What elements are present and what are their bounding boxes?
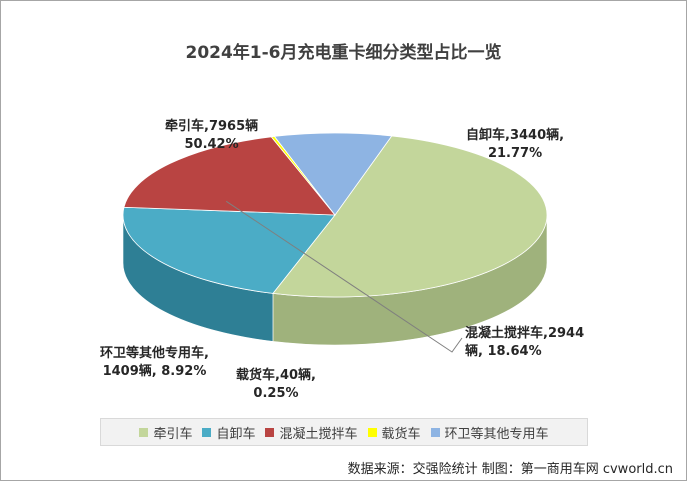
legend-item-tractor: 牵引车 xyxy=(139,423,192,442)
legend-item-cargo-truck: 载货车 xyxy=(367,423,421,442)
pie-slice-mixer-truck xyxy=(123,136,336,216)
legend: 牵引车 自卸车 混凝土搅拌车 载货车 环卫等其他专用车 xyxy=(100,418,588,446)
data-source-note: 数据来源：交强险统计 制图：第一商用车网 cvworld.cn xyxy=(347,462,673,477)
chart-title: 2024年1-6月充电重卡细分类型占比一览 xyxy=(185,43,502,63)
slice-label-dump-truck: 自卸车,3440辆, 21.77% xyxy=(466,128,565,161)
legend-swatch xyxy=(430,427,440,437)
slice-label-cargo-truck: 载货车,40辆, 0.25% xyxy=(236,368,316,401)
legend-label: 环卫等其他专用车 xyxy=(444,426,549,442)
legend-swatch xyxy=(139,427,149,437)
legend-swatch xyxy=(367,427,377,437)
leader-line-mixer-truck xyxy=(225,200,463,353)
legend-item-dump-truck: 自卸车 xyxy=(202,423,255,442)
legend-swatch xyxy=(265,427,275,437)
slice-label-tractor: 牵引车,7965辆 50.42% xyxy=(165,119,259,152)
legend-item-mixer-truck: 混凝土搅拌车 xyxy=(265,423,358,442)
legend-label: 自卸车 xyxy=(216,426,256,442)
legend-item-sanitation-special: 环卫等其他专用车 xyxy=(430,423,549,442)
slice-label-mixer-truck: 混凝土搅拌车,2944 辆, 18.64% xyxy=(465,326,585,359)
legend-label: 混凝土搅拌车 xyxy=(279,426,358,442)
slice-label-sanitation-special: 环卫等其他专用车, 1409辆, 8.92% xyxy=(100,346,209,379)
pie-slice-dump-truck xyxy=(122,206,336,294)
legend-swatch xyxy=(202,427,212,437)
pie-slice-sanitation-special xyxy=(273,132,393,216)
legend-label: 牵引车 xyxy=(153,426,193,442)
legend-label: 载货车 xyxy=(381,426,421,442)
